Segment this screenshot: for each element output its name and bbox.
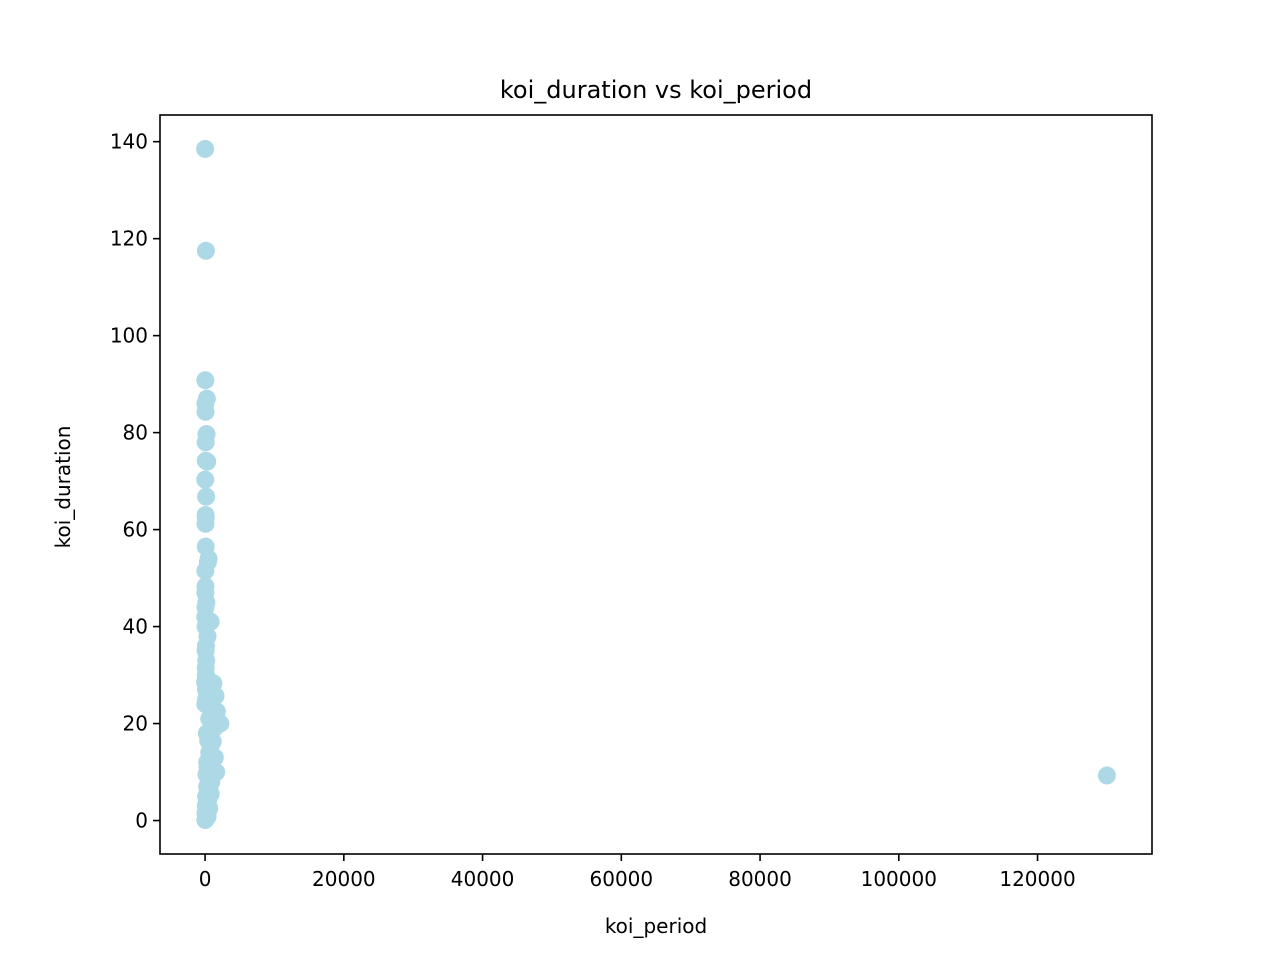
- data-point: [196, 508, 215, 527]
- x-tick-label: 0: [199, 867, 212, 891]
- data-point: [196, 433, 215, 452]
- x-tick-label: 120000: [999, 867, 1075, 891]
- data-point: [196, 402, 215, 421]
- y-tick-label: 0: [135, 809, 148, 833]
- data-point: [196, 451, 215, 470]
- x-tick-label: 80000: [728, 867, 792, 891]
- y-tick-label: 120: [110, 227, 148, 251]
- y-tick-label: 40: [123, 615, 148, 639]
- scatter-points: [196, 139, 1116, 830]
- y-tick-label: 140: [110, 130, 148, 154]
- data-point: [196, 241, 215, 260]
- data-point: [196, 617, 215, 636]
- data-point: [196, 561, 215, 580]
- data-point: [197, 487, 216, 506]
- x-axis-label: koi_period: [605, 914, 707, 938]
- x-axis-ticks: 0 20000 40000 60000 80000 100000 120000: [199, 854, 1076, 891]
- x-tick-label: 60000: [590, 867, 654, 891]
- y-tick-label: 60: [123, 518, 148, 542]
- data-point: [199, 777, 218, 796]
- x-tick-label: 100000: [861, 867, 937, 891]
- y-tick-label: 20: [123, 712, 148, 736]
- data-point: [196, 371, 215, 390]
- y-axis-label: koi_duration: [51, 426, 75, 549]
- plot-frame: [159, 114, 1153, 855]
- data-point: [196, 470, 215, 489]
- y-tick-label: 100: [110, 324, 148, 348]
- x-tick-label: 40000: [451, 867, 515, 891]
- chart-title: koi_duration vs koi_period: [500, 76, 812, 104]
- data-point: [196, 139, 215, 158]
- y-tick-label: 80: [123, 421, 148, 445]
- data-point: [196, 811, 215, 830]
- x-tick-label: 20000: [312, 867, 376, 891]
- y-axis-ticks: 0 20 40 60 80 100 120 140: [110, 130, 160, 833]
- data-point: [196, 673, 215, 692]
- data-point: [196, 695, 215, 714]
- data-point: [1097, 766, 1116, 785]
